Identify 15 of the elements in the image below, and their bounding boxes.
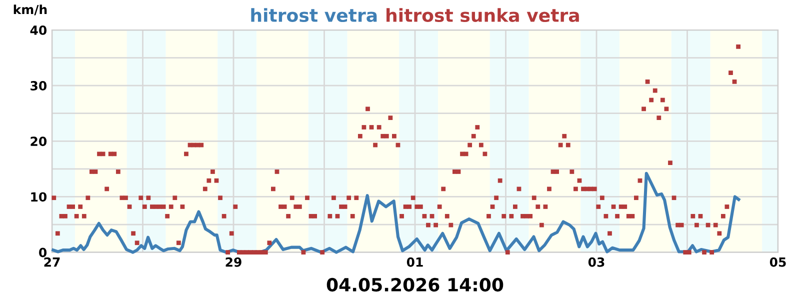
- x-tick-label: 05: [770, 257, 786, 267]
- y-tick-label: 10: [31, 192, 47, 202]
- y-tick-label: 40: [30, 25, 47, 35]
- y-tick-label: 0: [39, 248, 47, 258]
- y-tick-label: 20: [30, 136, 47, 146]
- text: hitrost sunka vetra: [386, 8, 579, 22]
- x-axis-title: 04.05.2026 14:00: [326, 278, 504, 292]
- text: hitrost vetra: [251, 8, 377, 22]
- x-tick-label: 01: [406, 257, 423, 267]
- x-tick-label: 29: [226, 257, 242, 267]
- x-tick-label: 03: [588, 257, 604, 267]
- y-axis-title: km/h: [14, 4, 47, 16]
- line-series: [52, 172, 740, 254]
- y-tick-label: 30: [30, 81, 47, 90]
- x-tick-label: 27: [44, 257, 60, 267]
